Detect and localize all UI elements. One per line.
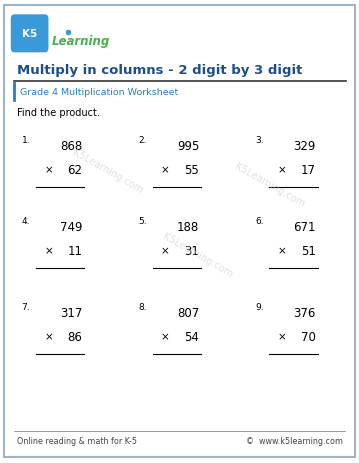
- Text: K5Learning.com: K5Learning.com: [233, 161, 306, 209]
- Text: 1.: 1.: [22, 136, 30, 145]
- Text: ×: ×: [278, 165, 286, 175]
- Text: 868: 868: [60, 139, 83, 152]
- Text: 671: 671: [293, 220, 316, 233]
- Text: 6.: 6.: [255, 217, 264, 226]
- Text: 807: 807: [177, 306, 199, 319]
- Text: K5: K5: [22, 29, 37, 39]
- Text: 17: 17: [301, 163, 316, 176]
- Text: 188: 188: [177, 220, 199, 233]
- Text: 2.: 2.: [138, 136, 147, 145]
- Text: 11: 11: [67, 244, 83, 257]
- Text: 8.: 8.: [138, 302, 147, 312]
- Text: ©  www.k5learning.com: © www.k5learning.com: [246, 436, 343, 445]
- Text: 54: 54: [185, 330, 199, 343]
- Text: ×: ×: [44, 246, 53, 256]
- Text: 317: 317: [60, 306, 83, 319]
- Text: 51: 51: [301, 244, 316, 257]
- Text: 329: 329: [294, 139, 316, 152]
- FancyBboxPatch shape: [4, 6, 355, 457]
- Text: ×: ×: [278, 246, 286, 256]
- Text: 86: 86: [68, 330, 83, 343]
- Text: ×: ×: [44, 332, 53, 342]
- Text: ×: ×: [161, 332, 169, 342]
- Text: 31: 31: [185, 244, 199, 257]
- Text: ×: ×: [161, 246, 169, 256]
- Text: Grade 4 Multiplication Worksheet: Grade 4 Multiplication Worksheet: [20, 88, 178, 97]
- FancyBboxPatch shape: [11, 15, 48, 53]
- Text: 749: 749: [60, 220, 83, 233]
- Text: K5Learning.com: K5Learning.com: [161, 231, 234, 279]
- Text: 55: 55: [185, 163, 199, 176]
- Text: 376: 376: [294, 306, 316, 319]
- Text: K5Learning.com: K5Learning.com: [71, 147, 144, 195]
- Text: 995: 995: [177, 139, 199, 152]
- Text: Find the product.: Find the product.: [17, 107, 100, 118]
- Text: Multiply in columns - 2 digit by 3 digit: Multiply in columns - 2 digit by 3 digit: [17, 64, 303, 77]
- Text: ×: ×: [278, 332, 286, 342]
- Text: 9.: 9.: [255, 302, 264, 312]
- Text: 70: 70: [301, 330, 316, 343]
- Text: Online reading & math for K-5: Online reading & math for K-5: [17, 436, 137, 445]
- Text: 62: 62: [67, 163, 83, 176]
- Text: ×: ×: [161, 165, 169, 175]
- Text: Learning: Learning: [52, 35, 110, 48]
- Text: 7.: 7.: [22, 302, 30, 312]
- Text: 5.: 5.: [138, 217, 147, 226]
- Text: ×: ×: [44, 165, 53, 175]
- Text: 3.: 3.: [255, 136, 264, 145]
- Text: 4.: 4.: [22, 217, 30, 226]
